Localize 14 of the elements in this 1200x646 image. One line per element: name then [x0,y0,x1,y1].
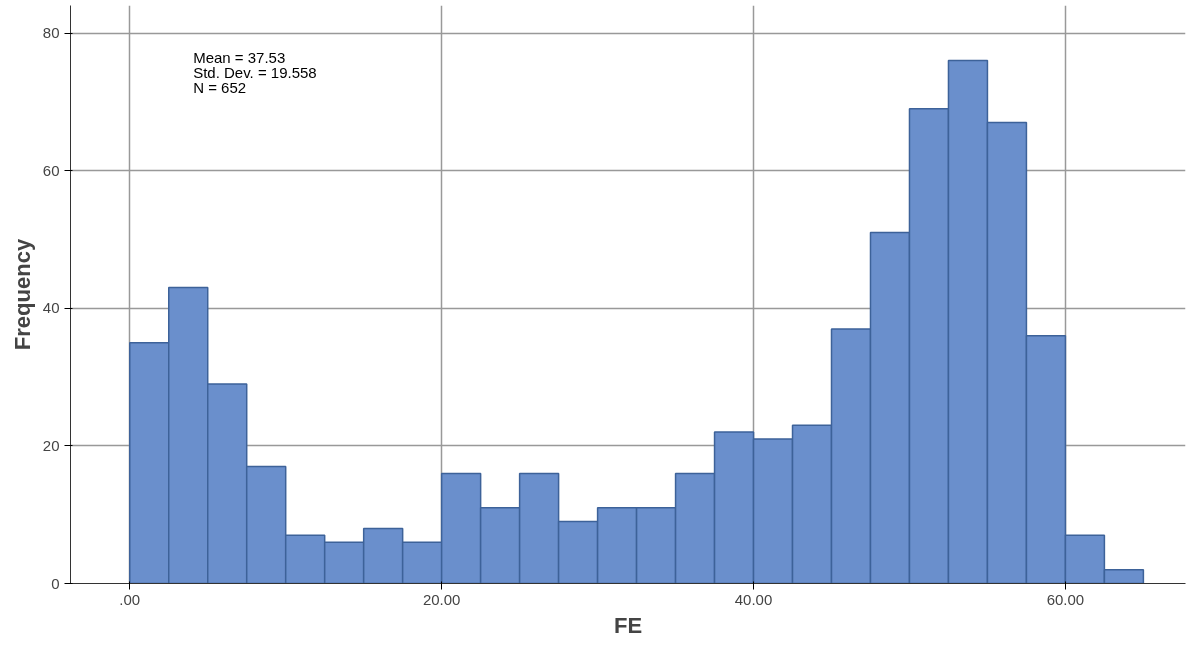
y-tick-label: 80 [42,24,60,42]
annotation: N = 652 [193,78,247,96]
y-tick-label: 20 [42,436,60,454]
y-tick-label: 0 [51,574,60,592]
annotation: Std. Dev. = 19.558 [193,63,317,81]
x-tick-label: .00 [119,590,141,608]
x-tick-label: 40.00 [734,590,773,608]
x-tick-label: 60.00 [1046,590,1085,608]
x-axis-title: FE [613,612,643,638]
x-tick-label: 20.00 [422,590,461,608]
y-axis-title: Frequency [9,238,35,351]
annotation: Mean = 37.53 [193,48,286,66]
y-tick-label: 60 [42,161,60,179]
y-tick-label: 40 [42,299,60,317]
